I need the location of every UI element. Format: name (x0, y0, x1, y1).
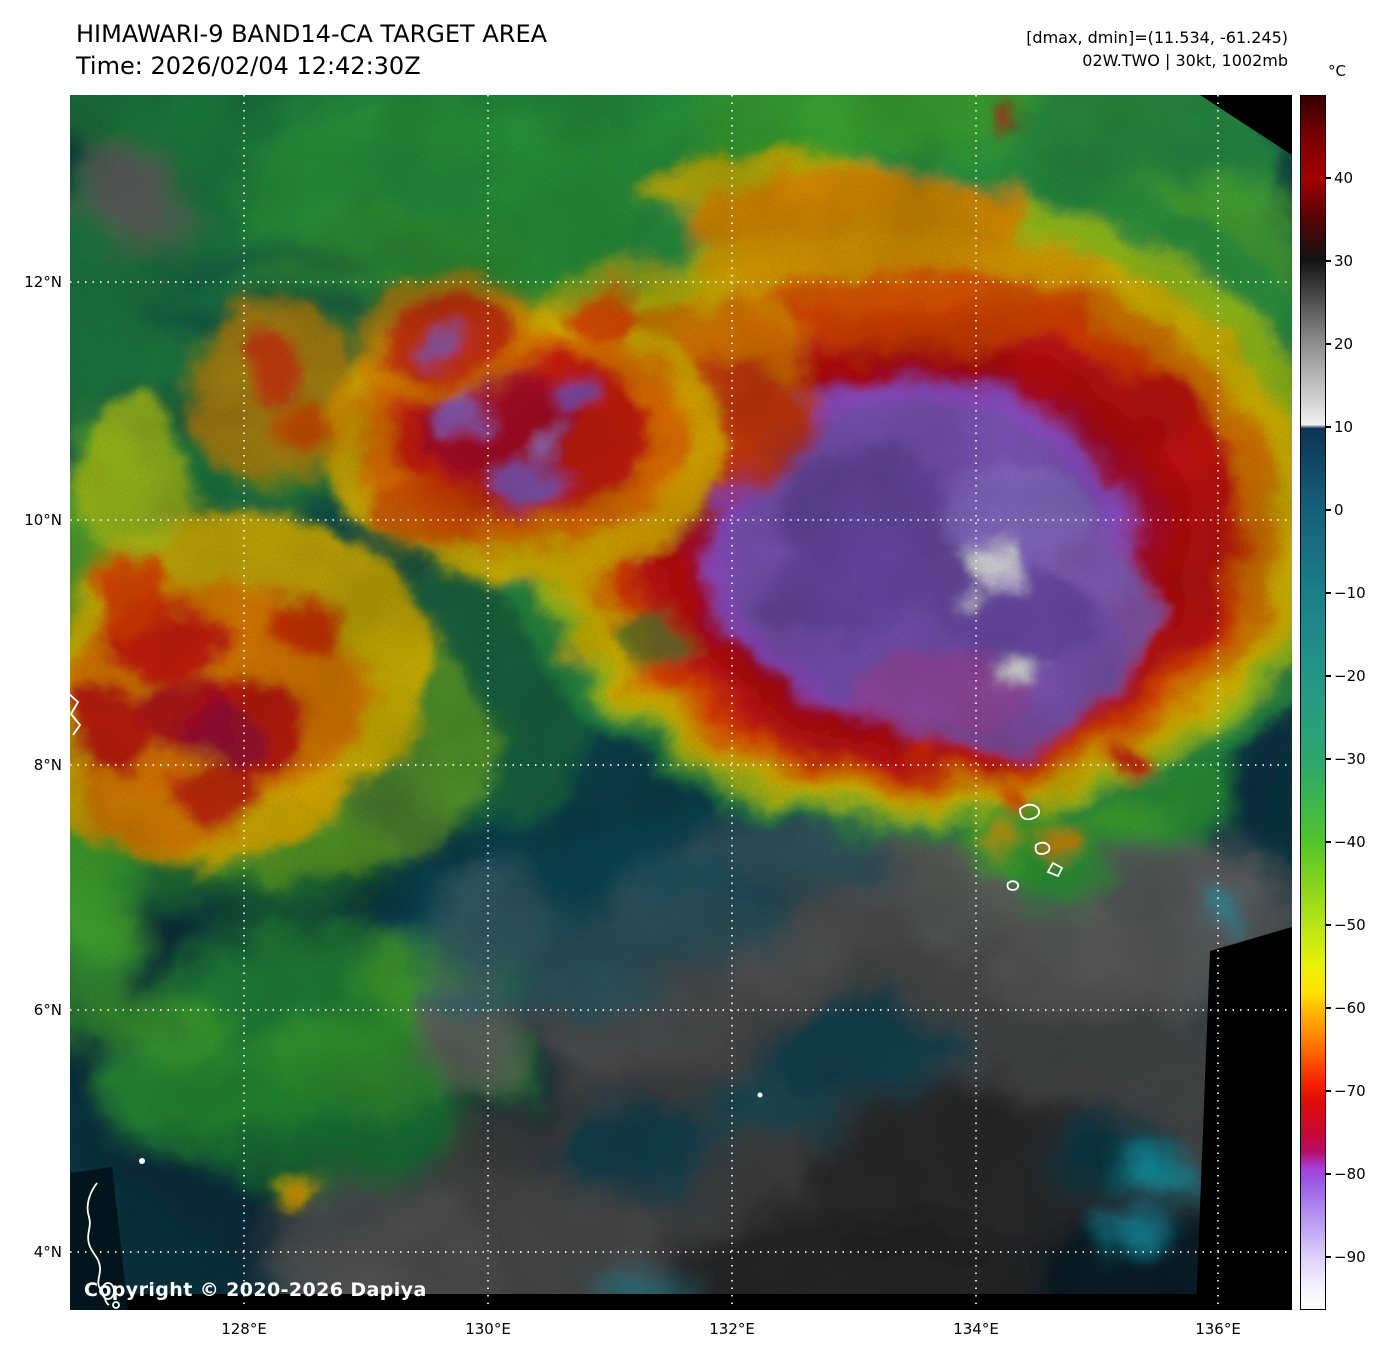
lat-label: 4°N (33, 1243, 62, 1261)
lat-label: 8°N (33, 756, 62, 774)
colorbar-tick-label: −10 (1325, 584, 1366, 602)
colorbar-tick-label: 30 (1324, 252, 1354, 270)
lat-label: 10°N (24, 511, 62, 529)
gridlines (70, 95, 1292, 1310)
colorbar-tick-label: −40 (1325, 833, 1366, 851)
timestamp: Time: 2026/02/04 12:42:30Z (76, 52, 421, 80)
lon-label: 132°E (709, 1320, 755, 1338)
colorbar-tick-label: −80 (1325, 1165, 1366, 1183)
grain-texture (70, 95, 1292, 1310)
colorbar-tick-label: −20 (1325, 667, 1366, 685)
annotation-block: [dmax, dmin]=(11.534, -61.245) 02W.TWO |… (1026, 26, 1288, 72)
colorbar-unit-label: °C (1328, 62, 1346, 80)
lon-label: 136°E (1195, 1320, 1241, 1338)
colorbar-tick-label: 10 (1324, 418, 1354, 436)
lat-label: 6°N (33, 1001, 62, 1019)
page-title: HIMAWARI-9 BAND14-CA TARGET AREA (76, 20, 548, 48)
colorbar-tick-label: −50 (1325, 916, 1366, 934)
map-plot: Copyright © 2020-2026 Dapiya (70, 95, 1292, 1310)
colorbar-tick-label: −60 (1325, 999, 1366, 1017)
coastline-overlay (70, 693, 1064, 1309)
colorbar-tick-label: 20 (1324, 335, 1354, 353)
colorbar-tick-label: 40 (1324, 169, 1354, 187)
colorbar-tick-label: −90 (1325, 1248, 1366, 1266)
lat-label: 12°N (24, 273, 62, 291)
lon-label: 134°E (953, 1320, 999, 1338)
copyright-watermark: Copyright © 2020-2026 Dapiya (84, 1279, 427, 1301)
colorbar-tick-label: −70 (1325, 1082, 1366, 1100)
colorbar (1300, 95, 1326, 1310)
colorbar-ticks: 40 30 20 10 0 −10 −20 −30 −40 −50 −60 −7… (1324, 95, 1390, 1310)
lon-label: 130°E (465, 1320, 511, 1338)
lon-label: 128°E (221, 1320, 267, 1338)
storm-info: 02W.TWO | 30kt, 1002mb (1082, 51, 1288, 70)
swath-edge-mask (70, 95, 1292, 1310)
colorbar-tick-label: 0 (1325, 501, 1344, 519)
colorbar-tick-label: −30 (1325, 750, 1366, 768)
satellite-imagery (70, 95, 1292, 1310)
dmax-dmin-readout: [dmax, dmin]=(11.534, -61.245) (1026, 28, 1288, 47)
bright-pixel-specks (139, 1092, 763, 1164)
